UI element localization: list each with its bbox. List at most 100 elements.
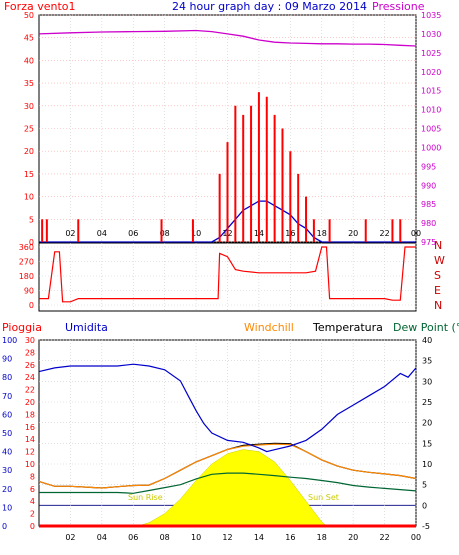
rain-tick-label: 20 [25,398,35,407]
panel2-grid [39,243,417,311]
panel1-left-tick-label: 10 [24,193,34,202]
compass-label: S [434,269,441,282]
rain-tick-label: 6 [30,485,35,494]
humidity-tick-label: 90 [2,355,12,364]
sun-set-annotation: Sun Set [308,493,339,502]
panel1-series [38,29,417,243]
panel1-left-tick-label: 50 [24,11,34,20]
panel1-left-tick-label: 45 [24,34,34,43]
panel1-left-tick-label: 30 [24,102,34,111]
panel3-x-tick-label: 22 [379,533,389,542]
panel1-left-tick-label: 35 [24,79,34,88]
series-windchill [38,443,417,489]
temperature-tick-label: 25 [422,398,432,407]
panel3-x-tick-label: 20 [348,533,358,542]
panel2-tick-label: 360 [19,243,34,252]
series-wind-direction [39,246,416,303]
humidity-tick-label: 10 [2,503,12,512]
humidity-label: Umidita [65,321,108,334]
panel3-x-tick-label: 16 [285,533,295,542]
panel3-series [38,363,417,528]
panel3-x-tick-label: 14 [254,533,264,542]
panel1-right-tick-label: 1020 [421,68,441,77]
rain-tick-label: 18 [25,410,35,419]
rain-tick-label: 2 [30,510,35,519]
panel3-x-tick-label: 00 [411,533,421,542]
rain-label: Pioggia [2,321,42,334]
temperature-label: Temperatura [312,321,383,334]
panel1-left-tick-label: 40 [24,56,34,65]
temperature-tick-label: 40 [422,336,432,345]
panel1-left-tick-label: 20 [24,147,34,156]
series-radiazione-solare [137,449,328,527]
chart-title: 24 hour graph day : 09 Marzo 2014 [172,0,367,13]
panel1-left-tick-label: 5 [29,215,34,224]
panel2-tick-label: 270 [19,258,34,267]
temperature-tick-label: 20 [422,419,432,428]
panel1-x-tick-label: 20 [348,229,358,238]
rain-tick-label: 22 [25,386,35,395]
dewpoint-label: Dew Point (°C [393,321,459,334]
panel1-right-tick-label: 995 [421,162,436,171]
panel1-x-tick-label: 06 [128,229,138,238]
wind-force-label: Forza vento1 [4,0,76,13]
rain-tick-label: 14 [25,435,35,444]
compass-label: W [434,254,445,267]
humidity-tick-label: 40 [2,448,12,457]
rain-tick-label: 16 [25,423,35,432]
pressure-label: Pressione [372,0,425,13]
rain-tick-label: 10 [25,460,35,469]
humidity-tick-label: 100 [2,336,17,345]
temperature-tick-label: 0 [422,501,427,510]
series-dew-point [39,472,417,494]
panel3-x-tick-label: 04 [97,533,107,542]
panel3-x-tick-label: 06 [128,533,138,542]
rain-tick-label: 28 [25,348,35,357]
humidity-tick-label: 20 [2,485,12,494]
rain-tick-label: 4 [30,497,35,506]
panel3-x-tick-label: 10 [191,533,201,542]
panel1-x-tick-label: 02 [65,229,75,238]
temperature-tick-label: 15 [422,439,432,448]
panel3-x-tick-label: 12 [222,533,232,542]
panel1-right-tick-label: 990 [421,181,436,190]
panel3-x-tick-label: 18 [317,533,327,542]
panel2-tick-label: 0 [29,301,34,310]
panel1-x-tick-label: 00 [411,229,421,238]
panel3-x-axis-ticks: 02 04 06 08 10 12 14 16 18 20 22 00 [65,533,421,542]
panel3-x-tick-label: 02 [65,533,75,542]
temperature-tick-label: 5 [422,481,427,490]
panel1-right-tick-label: 980 [421,219,436,228]
humidity-tick-label: 50 [2,429,12,438]
panel2-series [39,246,416,303]
humidity-tick-label: 60 [2,410,12,419]
panel1-x-tick-label: 18 [317,229,327,238]
humidity-tick-label: 70 [2,392,12,401]
temperature-tick-label: 30 [422,377,432,386]
panel1-right-tick-label: 1000 [421,143,441,152]
panel1-right-tick-label: 1005 [421,125,441,134]
windchill-label: Windchill [244,321,294,334]
panel1-right-tick-label: 1010 [421,106,441,115]
compass-label: N [434,239,442,252]
series-pressione [38,29,417,47]
humidity-tick-label: 30 [2,466,12,475]
panel3-humidity-axis-ticks: 0 10 20 30 40 50 60 70 80 90 100 [2,336,17,531]
panel1-left-axis-ticks: 0 5 10 15 20 25 30 35 40 45 50 [24,11,34,247]
rain-tick-label: 30 [25,336,35,345]
panel1-right-tick-label: 975 [421,238,436,247]
panel1-right-tick-label: 1015 [421,87,441,96]
panel1-right-axis-ticks: 975 980 985 990 995 1000 1005 1010 1015 1020 1025 1… [421,11,441,247]
humidity-tick-label: 0 [2,522,7,531]
panel1-left-tick-label: 15 [24,170,34,179]
compass-label: N [434,299,442,312]
rain-tick-label: 24 [25,373,35,382]
panel1-right-tick-label: 1035 [421,11,441,20]
panel1-x-tick-label: 10 [191,229,201,238]
humidity-tick-label: 80 [2,373,12,382]
panel2-tick-label: 90 [24,287,34,296]
temperature-tick-label: 10 [422,460,432,469]
